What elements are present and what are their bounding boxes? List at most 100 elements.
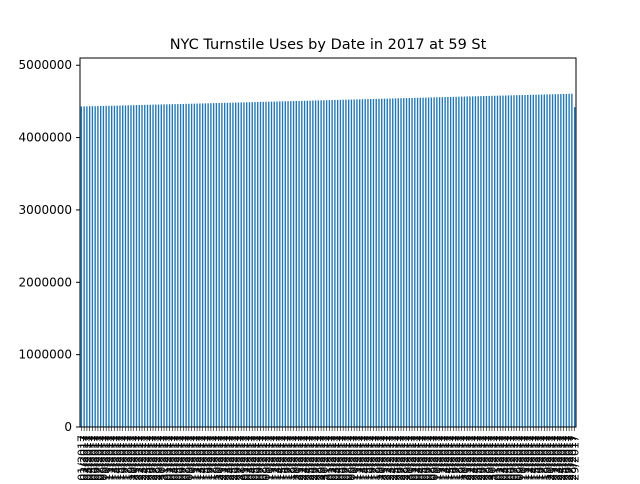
- bar: [532, 94, 534, 427]
- x-tick-label: 05/30/2017: [486, 435, 499, 480]
- bar: [257, 101, 259, 428]
- bar: [447, 97, 449, 427]
- bar: [480, 96, 482, 427]
- x-tick-label: 02/19/2017: [210, 435, 223, 480]
- bar: [301, 100, 303, 427]
- bar: [212, 103, 215, 428]
- x-tick-label: 03/08/2017: [257, 435, 270, 480]
- x-tick-label: 02/02/2017: [164, 435, 177, 480]
- bar: [359, 99, 361, 427]
- x-tick-label: 03/14/2017: [274, 435, 287, 480]
- x-tick-label: 06/05/2017: [502, 435, 515, 480]
- x-tick-label: 03/22/2017: [296, 435, 309, 480]
- bar: [243, 102, 245, 427]
- x-tick-label: 05/08/2017: [425, 435, 438, 480]
- x-tick-label: 05/18/2017: [453, 435, 466, 480]
- x-tick-label: 02/28/2017: [235, 435, 248, 480]
- x-tick-label: 06/14/2017: [527, 435, 540, 480]
- x-tick-label: 06/09/2017: [514, 435, 527, 480]
- x-tick-label: 01/05/2017: [86, 435, 99, 480]
- bar: [433, 97, 435, 428]
- bar: [325, 100, 328, 428]
- x-tick-label: 05/03/2017: [412, 435, 425, 480]
- bar: [347, 99, 350, 427]
- x-tick-label: 02/06/2017: [175, 435, 188, 480]
- x-tick-label: 03/15/2017: [277, 435, 290, 480]
- bar: [521, 95, 523, 427]
- x-tick-label: 01/17/2017: [119, 435, 132, 480]
- bar: [535, 94, 537, 428]
- x-tick-label: 03/24/2017: [301, 435, 314, 480]
- bar: [336, 99, 339, 427]
- bar: [276, 101, 278, 427]
- bar: [306, 100, 309, 427]
- bar: [133, 105, 135, 428]
- x-tick-label: 02/11/2017: [188, 435, 201, 480]
- bar: [425, 97, 427, 427]
- bar: [488, 95, 490, 427]
- x-tick-label: 01/19/2017: [125, 435, 138, 480]
- bar: [516, 95, 518, 427]
- bar: [235, 102, 237, 427]
- x-tick-label: 03/30/2017: [318, 435, 331, 480]
- bar: [394, 98, 397, 428]
- bar: [124, 105, 127, 427]
- bar: [157, 104, 160, 428]
- bar: [111, 105, 113, 427]
- bar: [314, 100, 317, 427]
- bar: [485, 95, 488, 428]
- y-tick-label: 1000000: [19, 348, 72, 362]
- bar: [287, 101, 289, 427]
- bar: [538, 94, 540, 428]
- x-tick-label: 05/31/2017: [489, 435, 502, 480]
- x-tick-label: 02/03/2017: [166, 435, 179, 480]
- x-tick-label: 02/15/2017: [199, 435, 212, 480]
- x-tick-label: 04/06/2017: [337, 435, 350, 480]
- bar: [246, 102, 248, 427]
- x-tick-label: 02/12/2017: [191, 435, 204, 480]
- x-tick-label: 02/18/2017: [208, 435, 221, 480]
- bar: [427, 97, 430, 427]
- bar: [438, 97, 441, 427]
- x-tick-label: 03/07/2017: [254, 435, 267, 480]
- x-tick-label: 01/23/2017: [136, 435, 149, 480]
- x-tick-label: 05/24/2017: [469, 435, 482, 480]
- x-tick-label: 01/01/2017: [75, 435, 88, 480]
- x-tick-label: 06/27/2017: [563, 435, 576, 480]
- x-tick-label: 06/29/2017: [569, 435, 582, 480]
- x-tick-label: 05/02/2017: [409, 435, 422, 480]
- x-tick-label: 05/26/2017: [475, 435, 488, 480]
- bar: [174, 104, 176, 427]
- x-tick-label: 01/09/2017: [97, 435, 110, 480]
- x-tick-label: 06/13/2017: [525, 435, 538, 480]
- bar: [375, 98, 377, 427]
- x-tick-label: 01/14/2017: [111, 435, 124, 480]
- x-tick-label: 06/10/2017: [516, 435, 529, 480]
- bar: [345, 99, 347, 428]
- x-tick-label: 04/11/2017: [351, 435, 364, 480]
- x-tick-label: 03/20/2017: [290, 435, 303, 480]
- x-tick-label: 02/08/2017: [180, 435, 193, 480]
- x-tick-label: 05/16/2017: [447, 435, 460, 480]
- bar: [237, 102, 240, 427]
- chart-title: NYC Turnstile Uses by Date in 2017 at 59…: [170, 37, 487, 53]
- x-tick-label: 03/04/2017: [246, 435, 259, 480]
- bar: [408, 98, 410, 427]
- x-tick-label: 04/26/2017: [392, 435, 405, 480]
- x-tick-label: 05/19/2017: [456, 435, 469, 480]
- bar: [207, 103, 209, 427]
- x-tick-label: 04/13/2017: [356, 435, 369, 480]
- x-tick-label: 02/07/2017: [177, 435, 190, 480]
- x-tick-label: 06/26/2017: [560, 435, 573, 480]
- bar: [455, 96, 457, 427]
- x-tick-label: 05/20/2017: [458, 435, 471, 480]
- bar: [524, 94, 526, 427]
- x-tick-label: 02/22/2017: [219, 435, 232, 480]
- bar: [171, 104, 173, 427]
- bar: [449, 96, 452, 428]
- x-tick-label: 01/30/2017: [155, 435, 168, 480]
- bar: [196, 103, 198, 427]
- x-tick-label: 03/03/2017: [243, 435, 256, 480]
- bar: [334, 99, 336, 428]
- x-tick-label: 01/31/2017: [158, 435, 171, 480]
